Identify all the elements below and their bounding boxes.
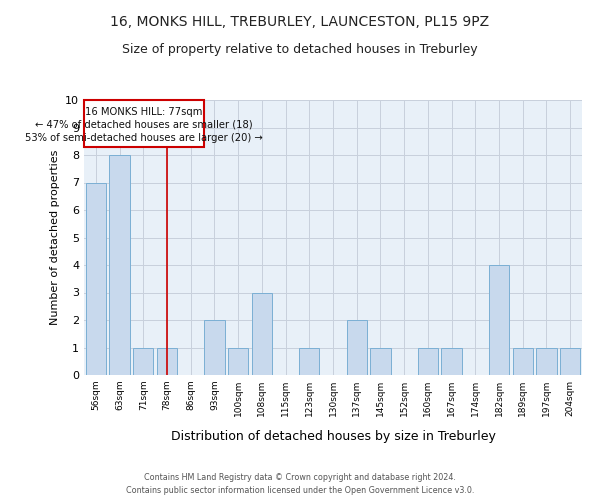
Bar <box>370 348 391 375</box>
Bar <box>347 320 367 375</box>
FancyBboxPatch shape <box>84 100 204 148</box>
Bar <box>252 292 272 375</box>
Bar <box>560 348 580 375</box>
Text: Contains HM Land Registry data © Crown copyright and database right 2024.
Contai: Contains HM Land Registry data © Crown c… <box>126 473 474 495</box>
Bar <box>86 182 106 375</box>
Text: ← 47% of detached houses are smaller (18): ← 47% of detached houses are smaller (18… <box>35 120 253 130</box>
Bar <box>536 348 557 375</box>
Bar <box>109 155 130 375</box>
Text: 16, MONKS HILL, TREBURLEY, LAUNCESTON, PL15 9PZ: 16, MONKS HILL, TREBURLEY, LAUNCESTON, P… <box>110 15 490 29</box>
Bar <box>418 348 438 375</box>
Bar <box>157 348 177 375</box>
Text: 53% of semi-detached houses are larger (20) →: 53% of semi-detached houses are larger (… <box>25 133 263 143</box>
Bar <box>205 320 224 375</box>
Bar <box>228 348 248 375</box>
Bar <box>489 265 509 375</box>
Bar <box>133 348 154 375</box>
Bar <box>299 348 319 375</box>
Bar <box>442 348 461 375</box>
Text: 16 MONKS HILL: 77sqm: 16 MONKS HILL: 77sqm <box>85 106 203 117</box>
Text: Size of property relative to detached houses in Treburley: Size of property relative to detached ho… <box>122 42 478 56</box>
X-axis label: Distribution of detached houses by size in Treburley: Distribution of detached houses by size … <box>170 430 496 443</box>
Y-axis label: Number of detached properties: Number of detached properties <box>50 150 59 325</box>
Bar <box>512 348 533 375</box>
